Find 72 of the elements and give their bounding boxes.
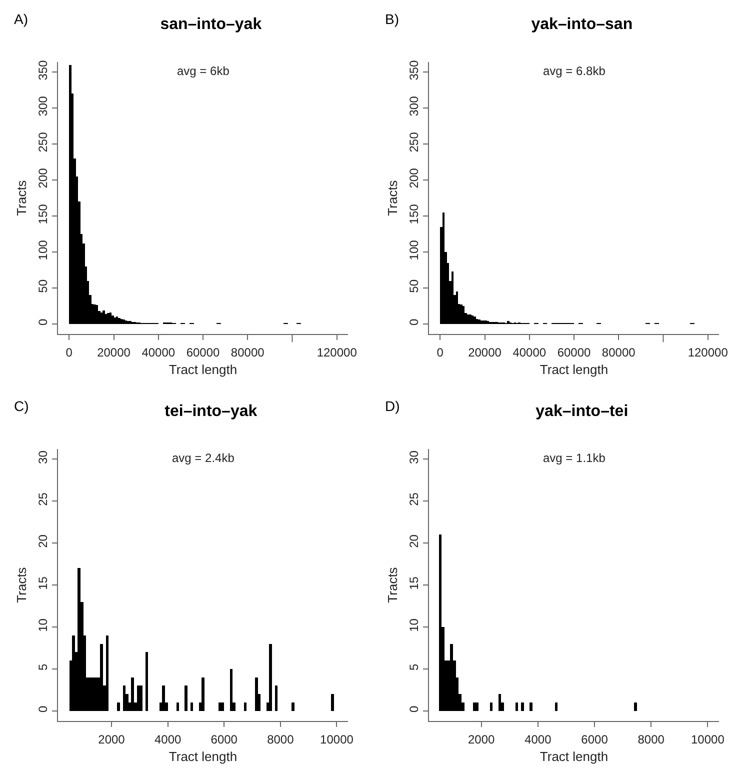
x-tick-label: 0 xyxy=(66,345,73,360)
chart-title: yak–into–tei xyxy=(536,403,628,420)
x-tick-label: 80000 xyxy=(602,345,636,360)
x-tick-label: 4000 xyxy=(154,732,182,746)
y-tick-label: 0 xyxy=(407,705,422,712)
y-tick-label: 100 xyxy=(407,240,422,260)
y-tick-label: 5 xyxy=(36,663,50,670)
x-tick-label: 10000 xyxy=(320,732,354,746)
y-tick-label: 350 xyxy=(36,60,50,80)
x-tick-label: 6000 xyxy=(210,732,238,746)
y-tick-label: 300 xyxy=(36,96,50,116)
y-tick-label: 0 xyxy=(407,318,422,326)
x-tick-label: 80000 xyxy=(230,345,265,360)
y-axis-title: Tracts xyxy=(14,180,30,216)
x-tick-label: 20000 xyxy=(97,345,131,360)
chart-title: san–into–yak xyxy=(160,16,262,34)
x-tick-label: 20000 xyxy=(468,345,502,360)
x-axis-title: Tract length xyxy=(540,362,608,377)
y-tick-label: 15 xyxy=(407,576,422,590)
text: A) xyxy=(14,11,28,27)
y-tick-label: 15 xyxy=(36,576,50,590)
annotation: avg = 2.4kb xyxy=(172,451,235,465)
x-tick-label: 6000 xyxy=(581,732,608,746)
x-tick-label: 10000 xyxy=(690,732,725,746)
y-tick-label: 250 xyxy=(36,132,50,152)
x-tick-label: 8000 xyxy=(267,732,294,746)
y-tick-label: 100 xyxy=(36,240,50,260)
x-tick-label: 40000 xyxy=(512,345,546,360)
annotation: avg = 6kb xyxy=(177,64,230,78)
x-tick-label: 60000 xyxy=(557,345,592,360)
x-tick-label: 8000 xyxy=(638,732,665,746)
y-tick-label: 350 xyxy=(407,60,422,80)
y-tick-label: 20 xyxy=(36,534,50,548)
x-axis-title: Tract length xyxy=(168,362,238,377)
x-tick-label: 120000 xyxy=(316,345,358,360)
y-tick-label: 10 xyxy=(36,618,50,632)
y-tick-label: 300 xyxy=(407,96,422,116)
y-tick-label: 150 xyxy=(407,204,422,224)
chart-title: yak–into–san xyxy=(531,16,633,34)
x-axis-title: Tract length xyxy=(540,749,608,764)
text: D) xyxy=(385,398,400,414)
y-axis-title: Tracts xyxy=(14,566,30,603)
y-tick-label: 200 xyxy=(407,168,422,188)
y-tick-label: 25 xyxy=(36,492,50,506)
annotation: avg = 1.1kb xyxy=(543,451,606,465)
annotation: avg = 6.8kb xyxy=(543,64,606,78)
y-tick-label: 250 xyxy=(407,132,422,152)
y-axis-title: Tracts xyxy=(385,566,400,603)
y-tick-label: 30 xyxy=(407,450,422,464)
y-tick-label: 150 xyxy=(36,204,50,224)
x-tick-label: 40000 xyxy=(142,345,176,360)
y-axis-title: Tracts xyxy=(385,180,400,216)
text: B) xyxy=(385,11,399,27)
y-tick-label: 50 xyxy=(407,279,422,293)
y-tick-label: 20 xyxy=(407,534,422,548)
y-tick-label: 0 xyxy=(36,318,50,326)
x-tick-label: 120000 xyxy=(688,345,728,360)
y-tick-label: 200 xyxy=(36,168,50,188)
y-tick-label: 25 xyxy=(407,492,422,506)
x-tick-label: 60000 xyxy=(186,345,220,360)
y-tick-label: 50 xyxy=(36,279,50,293)
y-tick-label: 30 xyxy=(36,450,50,464)
y-tick-label: 0 xyxy=(36,705,50,712)
x-tick-label: 2000 xyxy=(468,732,496,746)
x-tick-label: 2000 xyxy=(98,732,126,746)
text: C) xyxy=(14,398,29,414)
x-tick-label: 0 xyxy=(436,345,444,360)
chart-title: tei–into–yak xyxy=(164,403,258,420)
y-tick-label: 5 xyxy=(407,663,422,670)
y-tick-label: 10 xyxy=(407,618,422,632)
x-axis-title: Tract length xyxy=(168,749,238,764)
x-tick-label: 4000 xyxy=(524,732,552,746)
